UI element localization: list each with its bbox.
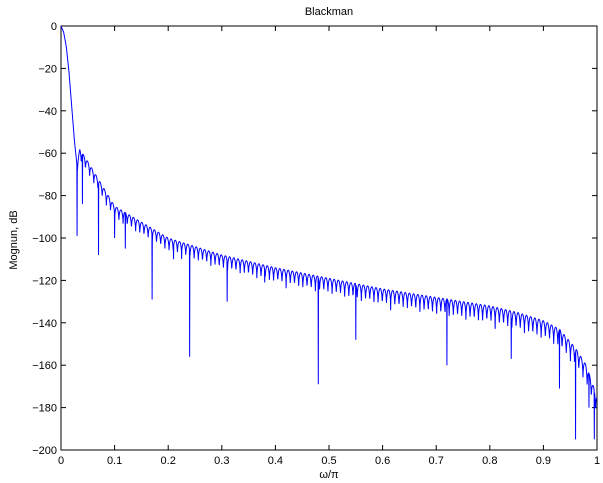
x-tick-label: 0.3 [214,455,229,467]
y-tick-label: −140 [32,318,57,330]
series-line-blackman [60,25,598,440]
x-tick-label: 0.5 [321,455,336,467]
y-tick-label: −120 [32,275,57,287]
y-tick-label: −180 [32,403,57,415]
plot-area: 0 0.1 0.2 0.3 0.4 0.5 0.6 0.7 0.8 0.9 1 0 −20 −40 −60 −… [32,21,600,467]
x-tick-label: 0.6 [375,455,390,467]
x-tick-label: 0.8 [482,455,497,467]
x-tick-label: 0 [58,455,64,467]
x-tick-label: 1 [594,455,600,467]
y-tick-label: −80 [38,191,57,203]
y-tick-label: −200 [32,445,57,457]
y-tick-label: 0 [51,21,57,33]
x-tick-label: 0.4 [268,455,283,467]
x-axis-label: ω/π [319,469,339,481]
y-axis-label: Mognun, dB [8,210,20,269]
y-tick-label: −40 [38,106,57,118]
x-tick-label: 0.2 [161,455,176,467]
chart-title: Blackman [305,6,353,18]
x-tick-label: 0.9 [536,455,551,467]
y-tick-label: −60 [38,148,57,160]
x-tick-label: 0.1 [107,455,122,467]
y-tick-label: −160 [32,360,57,372]
y-tick-label: −20 [38,63,57,75]
x-tick-label: 0.7 [429,455,444,467]
y-tick-label: −100 [32,233,57,245]
